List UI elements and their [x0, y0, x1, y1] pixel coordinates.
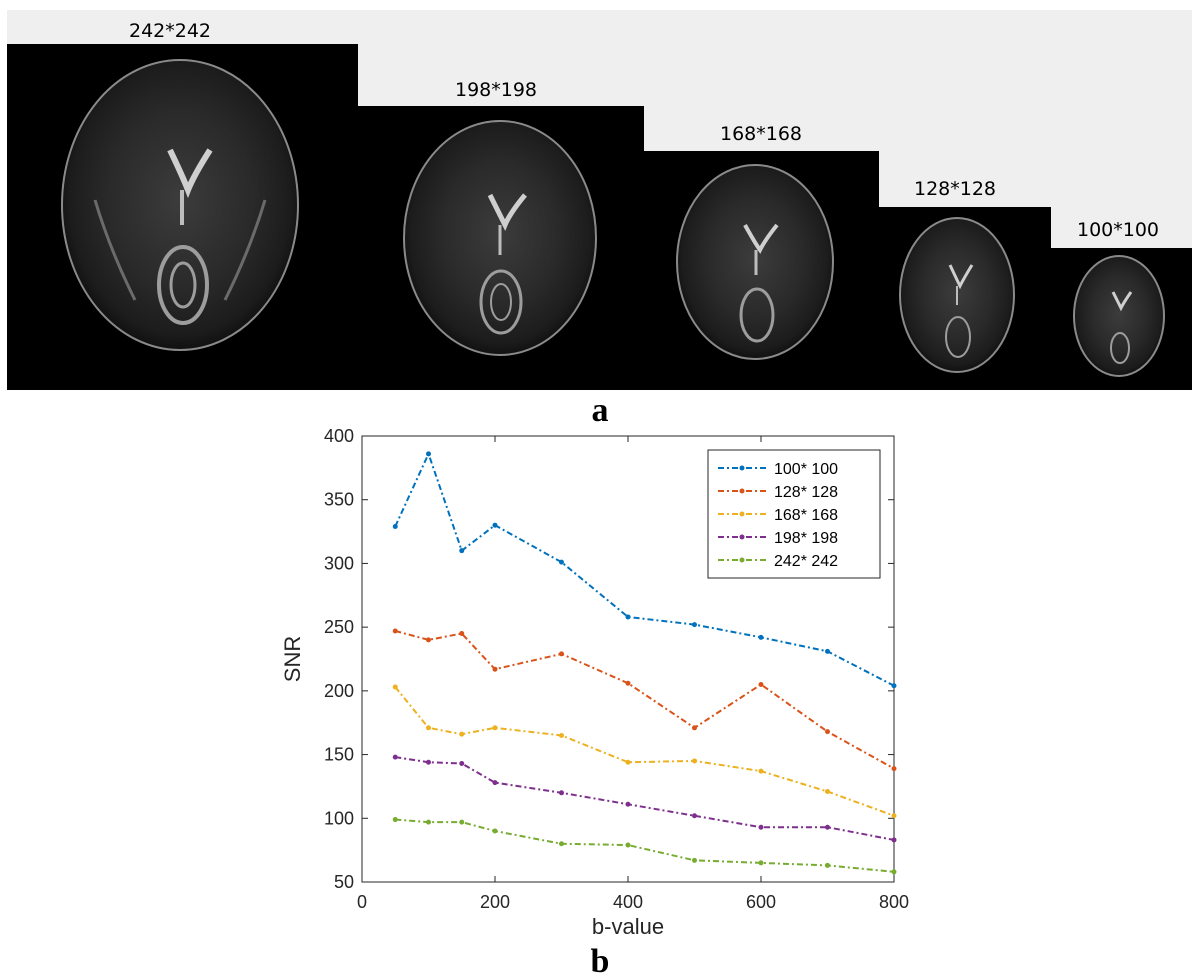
- data-point: [692, 758, 697, 764]
- panel-letter-b: b: [590, 943, 610, 980]
- data-point: [426, 759, 431, 765]
- data-point: [392, 754, 398, 760]
- data-point: [758, 768, 764, 774]
- data-point: [392, 817, 398, 823]
- data-point: [492, 666, 498, 672]
- image-label-100: 100*100: [1077, 219, 1159, 241]
- data-point: [426, 451, 431, 457]
- data-point: [459, 731, 465, 737]
- image-label-128: 128*128: [914, 178, 996, 200]
- data-point: [492, 780, 498, 786]
- data-point: [426, 637, 431, 643]
- brain-image-168: 168*168: [644, 123, 879, 390]
- data-point: [392, 628, 398, 634]
- data-point: [692, 622, 697, 628]
- data-point: [492, 522, 498, 528]
- series-line: [394, 451, 895, 687]
- y-tick-label: 200: [324, 681, 354, 701]
- y-tick-label: 250: [324, 617, 354, 637]
- data-point: [559, 651, 564, 657]
- y-tick-label: 400: [324, 426, 354, 446]
- data-point: [825, 648, 830, 654]
- data-point: [559, 841, 564, 847]
- data-point: [825, 824, 830, 830]
- data-point: [891, 837, 897, 843]
- data-point: [891, 766, 897, 772]
- legend-entry: 168* 168: [774, 507, 838, 524]
- legend-entry: 242* 242: [774, 553, 838, 570]
- data-point: [492, 725, 498, 731]
- x-tick-label: 800: [879, 892, 909, 912]
- legend-entry: 100* 100: [774, 461, 838, 478]
- data-point: [758, 681, 764, 687]
- x-axis-label: b-value: [592, 914, 664, 939]
- data-point: [459, 819, 465, 825]
- image-label-198: 198*198: [455, 79, 537, 101]
- data-point: [825, 862, 830, 868]
- x-tick-label: 200: [480, 892, 510, 912]
- data-point: [825, 789, 830, 795]
- data-point: [559, 732, 564, 738]
- data-point: [692, 725, 697, 731]
- data-point: [426, 725, 431, 731]
- data-point: [758, 824, 764, 830]
- y-tick-label: 100: [324, 808, 354, 828]
- data-point: [392, 684, 398, 690]
- y-axis-label: SNR: [280, 636, 305, 682]
- data-point: [758, 860, 764, 866]
- data-point: [692, 813, 697, 819]
- y-tick-label: 150: [324, 745, 354, 765]
- image-label-242: 242*242: [129, 20, 211, 42]
- data-point: [459, 631, 465, 637]
- legend-marker: [739, 465, 745, 471]
- data-point: [625, 842, 631, 848]
- brain-image-128: 128*128: [879, 178, 1051, 390]
- y-tick-label: 300: [324, 553, 354, 573]
- image-label-168: 168*168: [720, 123, 802, 145]
- data-point: [758, 634, 764, 640]
- data-point: [692, 857, 697, 863]
- legend-entry: 128* 128: [774, 484, 838, 501]
- y-tick-label: 350: [324, 490, 354, 510]
- data-point: [392, 523, 398, 529]
- data-point: [492, 828, 498, 834]
- x-tick-label: 600: [746, 892, 776, 912]
- data-point: [625, 680, 631, 686]
- brain-image-242: 242*242: [7, 20, 358, 390]
- x-tick-label: 400: [613, 892, 643, 912]
- legend-marker: [739, 511, 745, 517]
- data-point: [891, 683, 897, 689]
- data-point: [625, 759, 631, 765]
- series-line: [394, 629, 895, 770]
- data-point: [559, 790, 564, 796]
- data-point: [625, 801, 631, 807]
- data-point: [459, 548, 465, 554]
- data-point: [891, 813, 897, 819]
- legend-marker: [739, 534, 745, 540]
- data-point: [459, 760, 465, 766]
- brain-image-198: 198*198: [358, 79, 644, 390]
- data-point: [891, 869, 897, 875]
- data-point: [625, 614, 631, 620]
- x-tick-label: 0: [357, 892, 367, 912]
- data-point: [559, 559, 564, 565]
- data-point: [426, 819, 431, 825]
- series-line: [395, 818, 895, 873]
- data-point: [825, 729, 830, 735]
- legend-marker: [739, 488, 745, 494]
- panel-letter-a: a: [591, 392, 609, 429]
- legend-marker: [739, 557, 745, 563]
- brain-image-strip: 242*242 198*198 168*168 128*128 100*100: [7, 10, 1192, 390]
- brain-image-100: 100*100: [1051, 219, 1192, 390]
- snr-line-chart: 0 200 400 600 800 50 100 150 200 250 300 350 400 100…: [280, 426, 909, 939]
- legend-entry: 198* 198: [774, 530, 838, 547]
- y-tick-label: 50: [334, 872, 354, 892]
- series-line: [395, 756, 895, 841]
